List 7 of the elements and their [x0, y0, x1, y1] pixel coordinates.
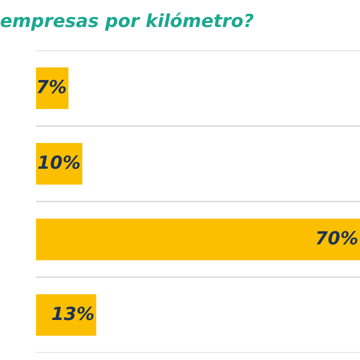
data-label: 7%: [38, 80, 66, 94]
data-label: 70%: [316, 230, 358, 245]
chart-title: empresas por kilómetro?: [0, 12, 254, 31]
bar: [36, 218, 360, 260]
data-label: 10%: [38, 155, 80, 170]
bar: [36, 294, 96, 336]
data-label: 13%: [52, 306, 94, 320]
